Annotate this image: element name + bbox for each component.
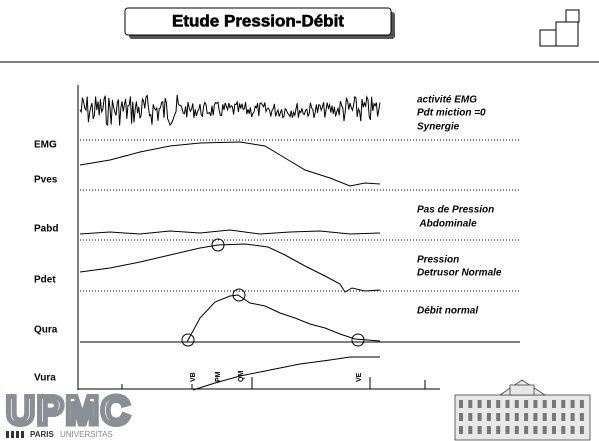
icon-square: [566, 10, 579, 22]
window: [571, 400, 575, 408]
window: [459, 426, 463, 434]
channel-label: Qura: [34, 325, 58, 336]
window: [459, 400, 463, 408]
logo-bar: [6, 431, 9, 438]
window: [580, 426, 584, 434]
logo-universitas: UNIVERSITAS: [60, 430, 113, 439]
window: [478, 400, 482, 408]
window: [533, 400, 537, 408]
window: [561, 413, 565, 421]
logo-paris: PARIS: [30, 430, 55, 439]
window: [515, 400, 519, 408]
window: [543, 400, 547, 408]
window: [459, 413, 463, 421]
window: [552, 413, 556, 421]
window: [533, 426, 537, 434]
window: [506, 413, 510, 421]
annotation: Débit normal: [417, 306, 478, 317]
window: [561, 426, 565, 434]
window: [561, 400, 565, 408]
event-label: VE: [356, 372, 363, 382]
annotation: Pas de Pression: [417, 205, 494, 216]
building-tower: [510, 385, 534, 395]
window: [552, 426, 556, 434]
window: [580, 400, 584, 408]
icon-square: [556, 22, 578, 46]
window: [515, 426, 519, 434]
background: [0, 0, 599, 441]
channel-label: Pdet: [34, 275, 56, 286]
logo-text: UPMC: [6, 389, 132, 433]
annotation: Abdominale: [417, 219, 477, 230]
window: [487, 413, 491, 421]
window: [571, 426, 575, 434]
window: [496, 426, 500, 434]
event-label: QM: [238, 371, 245, 382]
channel-label: Pabd: [34, 224, 58, 235]
window: [533, 413, 537, 421]
title: Etude Pression-Débit: [172, 11, 344, 30]
window: [496, 400, 500, 408]
window: [468, 400, 472, 408]
channel-label: Vura: [34, 373, 56, 384]
window: [468, 413, 472, 421]
window: [524, 400, 528, 408]
logo-bar: [16, 431, 19, 438]
window: [506, 400, 510, 408]
channel-label: Pves: [34, 175, 58, 186]
annotation: Detrusor Normale: [417, 268, 502, 279]
window: [478, 413, 482, 421]
window: [524, 413, 528, 421]
annotation: Pdt miction =0: [417, 108, 486, 119]
window: [571, 413, 575, 421]
annotation: Pression: [417, 255, 459, 266]
slide: Etude Pression-Débit EMG Pves Pabd Pdet …: [0, 0, 599, 441]
event-label: VB: [190, 372, 197, 382]
icon-square: [540, 30, 556, 46]
window: [580, 413, 584, 421]
window: [506, 426, 510, 434]
window: [487, 426, 491, 434]
window: [468, 426, 472, 434]
window: [552, 400, 556, 408]
building-body: [455, 395, 590, 440]
window: [515, 413, 519, 421]
logo-bar: [11, 431, 14, 438]
channel-label: EMG: [34, 140, 57, 151]
window: [478, 426, 482, 434]
window: [487, 400, 491, 408]
annotation: Synergie: [417, 122, 460, 133]
window: [524, 426, 528, 434]
window: [543, 413, 547, 421]
window: [543, 426, 547, 434]
event-label: PM: [215, 371, 222, 382]
logo-bar: [21, 431, 24, 438]
window: [496, 413, 500, 421]
annotation: activité EMG: [417, 95, 477, 106]
